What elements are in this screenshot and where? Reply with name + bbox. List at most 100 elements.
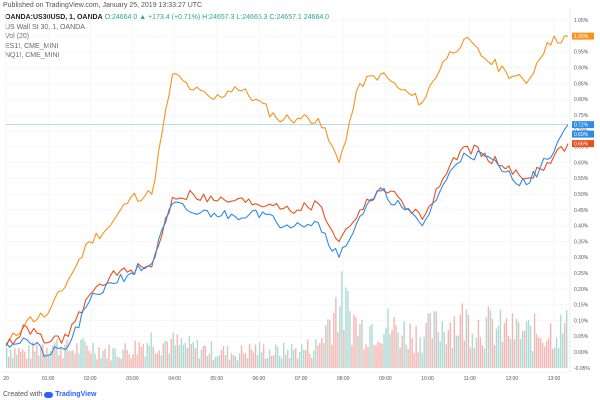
volume-bar — [110, 360, 112, 368]
volume-bar — [493, 344, 496, 368]
volume-bar — [260, 352, 263, 368]
volume-bar — [407, 348, 409, 368]
volume-bar — [357, 335, 359, 368]
volume-bar — [142, 344, 144, 368]
volume-bar — [319, 342, 321, 368]
legend-volume[interactable]: Vol (20) — [5, 33, 30, 40]
volume-bar — [459, 314, 462, 368]
volume-bar — [154, 353, 156, 368]
volume-bar — [385, 327, 387, 368]
y-tick-label: 0.05% — [574, 334, 589, 340]
volume-bar — [349, 311, 351, 368]
volume-bar — [533, 313, 536, 368]
volume-bar — [190, 343, 193, 368]
price-tags: 1.00% 0.72% 0.69% 0.66% — [572, 32, 594, 147]
volume-bar — [495, 328, 498, 368]
volume-bar — [186, 348, 189, 368]
legend-symbol[interactable]: OANDA:US30USD, 1, OANDA — [5, 14, 103, 21]
volume-bar — [515, 319, 518, 368]
volume-bar — [445, 344, 447, 368]
y-tick-label: 0.60% — [574, 160, 589, 166]
volume-bar — [270, 355, 273, 368]
footer-created: Created with — [3, 391, 43, 398]
volume-bar — [531, 350, 534, 368]
volume-bar — [180, 338, 183, 368]
volume-bar — [295, 347, 297, 368]
volume-bar — [122, 349, 124, 368]
volume-bar — [399, 347, 401, 368]
volume-bar — [423, 336, 425, 368]
legend-es[interactable]: ES1!, CME_MINI — [5, 42, 59, 50]
nq-price-tag — [572, 121, 594, 129]
volume-bar — [391, 329, 393, 368]
series-lines — [5, 35, 569, 358]
volume-bar — [280, 358, 283, 368]
legend-us30[interactable]: US Wall St 30, 1, OANDA — [5, 23, 85, 31]
y-tick-label: 0.55% — [574, 176, 589, 182]
volume-bar — [194, 348, 197, 368]
volume-bar — [230, 353, 233, 368]
legend-nq[interactable]: NQ1!, CME_MINI — [5, 52, 60, 59]
volume-bar — [188, 335, 191, 368]
volume-bar — [98, 347, 100, 368]
volume-bar — [44, 353, 46, 368]
volume-bar — [437, 332, 439, 368]
footer-brand[interactable]: TradingView — [55, 391, 97, 398]
volume-bar — [196, 339, 199, 368]
volume-bar — [355, 317, 357, 368]
volume-bar — [339, 306, 341, 368]
volume-bar — [561, 333, 564, 368]
volume-bar — [293, 349, 295, 368]
volume-bar — [341, 271, 343, 368]
volume-bar — [443, 332, 445, 368]
volume-bar — [317, 345, 319, 368]
y-tick-label: -0.05% — [574, 366, 590, 372]
volume-bar — [311, 357, 313, 368]
volume-bar — [347, 290, 349, 368]
volume-bar — [30, 358, 32, 368]
volume-bar — [36, 344, 38, 368]
es-price-tag — [572, 32, 594, 40]
volume-bar — [313, 350, 315, 368]
volume-bar — [327, 319, 329, 368]
y-tick-label: 1.05% — [574, 18, 589, 24]
volume-bar — [140, 346, 142, 368]
volume-bar — [555, 337, 558, 368]
x-tick-label: 07:00 — [295, 376, 308, 382]
volume-bar — [433, 311, 435, 368]
volume-bar — [174, 345, 176, 368]
volume-bar — [138, 342, 140, 368]
volume-bar — [284, 354, 287, 368]
volume-bar — [68, 351, 70, 368]
volume-bar — [467, 314, 470, 368]
volume-bar — [182, 344, 185, 368]
volume-bar — [246, 358, 249, 368]
volume-bar — [90, 353, 92, 368]
volume-bar — [499, 309, 502, 368]
volume-bar — [471, 333, 474, 368]
volume-bar — [218, 355, 221, 368]
volume-bar — [333, 312, 335, 368]
volume-bar — [527, 320, 530, 368]
volume-bar — [20, 351, 22, 368]
volume-bar — [158, 350, 160, 368]
volume-bar — [228, 359, 231, 368]
x-tick-label: 05:00 — [211, 376, 224, 382]
volume-bar — [16, 354, 18, 368]
volume-bar — [266, 357, 269, 368]
volume-bar — [250, 349, 253, 368]
volume-bar — [254, 344, 257, 368]
volume-bar — [214, 356, 217, 368]
volume-bar — [202, 345, 205, 368]
volume-bar — [224, 355, 227, 368]
volume-bar — [112, 348, 114, 368]
volume-bar — [395, 325, 397, 368]
volume-bar — [282, 342, 285, 368]
nq-secondary-tag — [572, 130, 594, 138]
us30-line — [5, 143, 569, 347]
y-tick-label: 0.20% — [574, 287, 589, 293]
y-tick-label: 0.75% — [574, 113, 589, 119]
volume-bar — [409, 323, 411, 368]
volume-bar — [489, 310, 492, 368]
